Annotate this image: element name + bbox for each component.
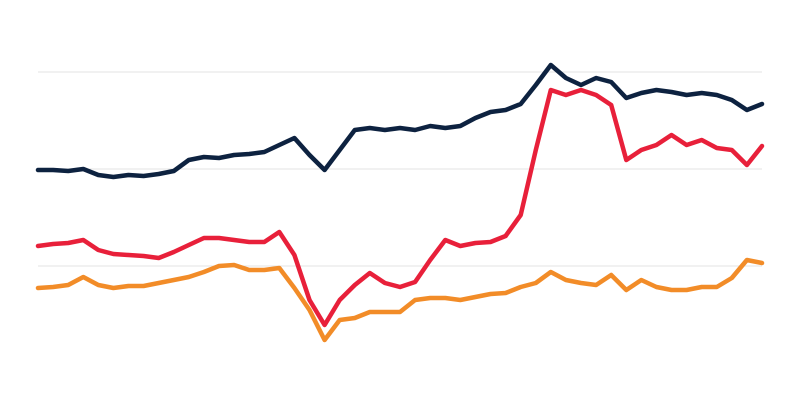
series-line <box>35 257 765 343</box>
series-line <box>35 87 765 328</box>
series-line <box>35 62 765 180</box>
